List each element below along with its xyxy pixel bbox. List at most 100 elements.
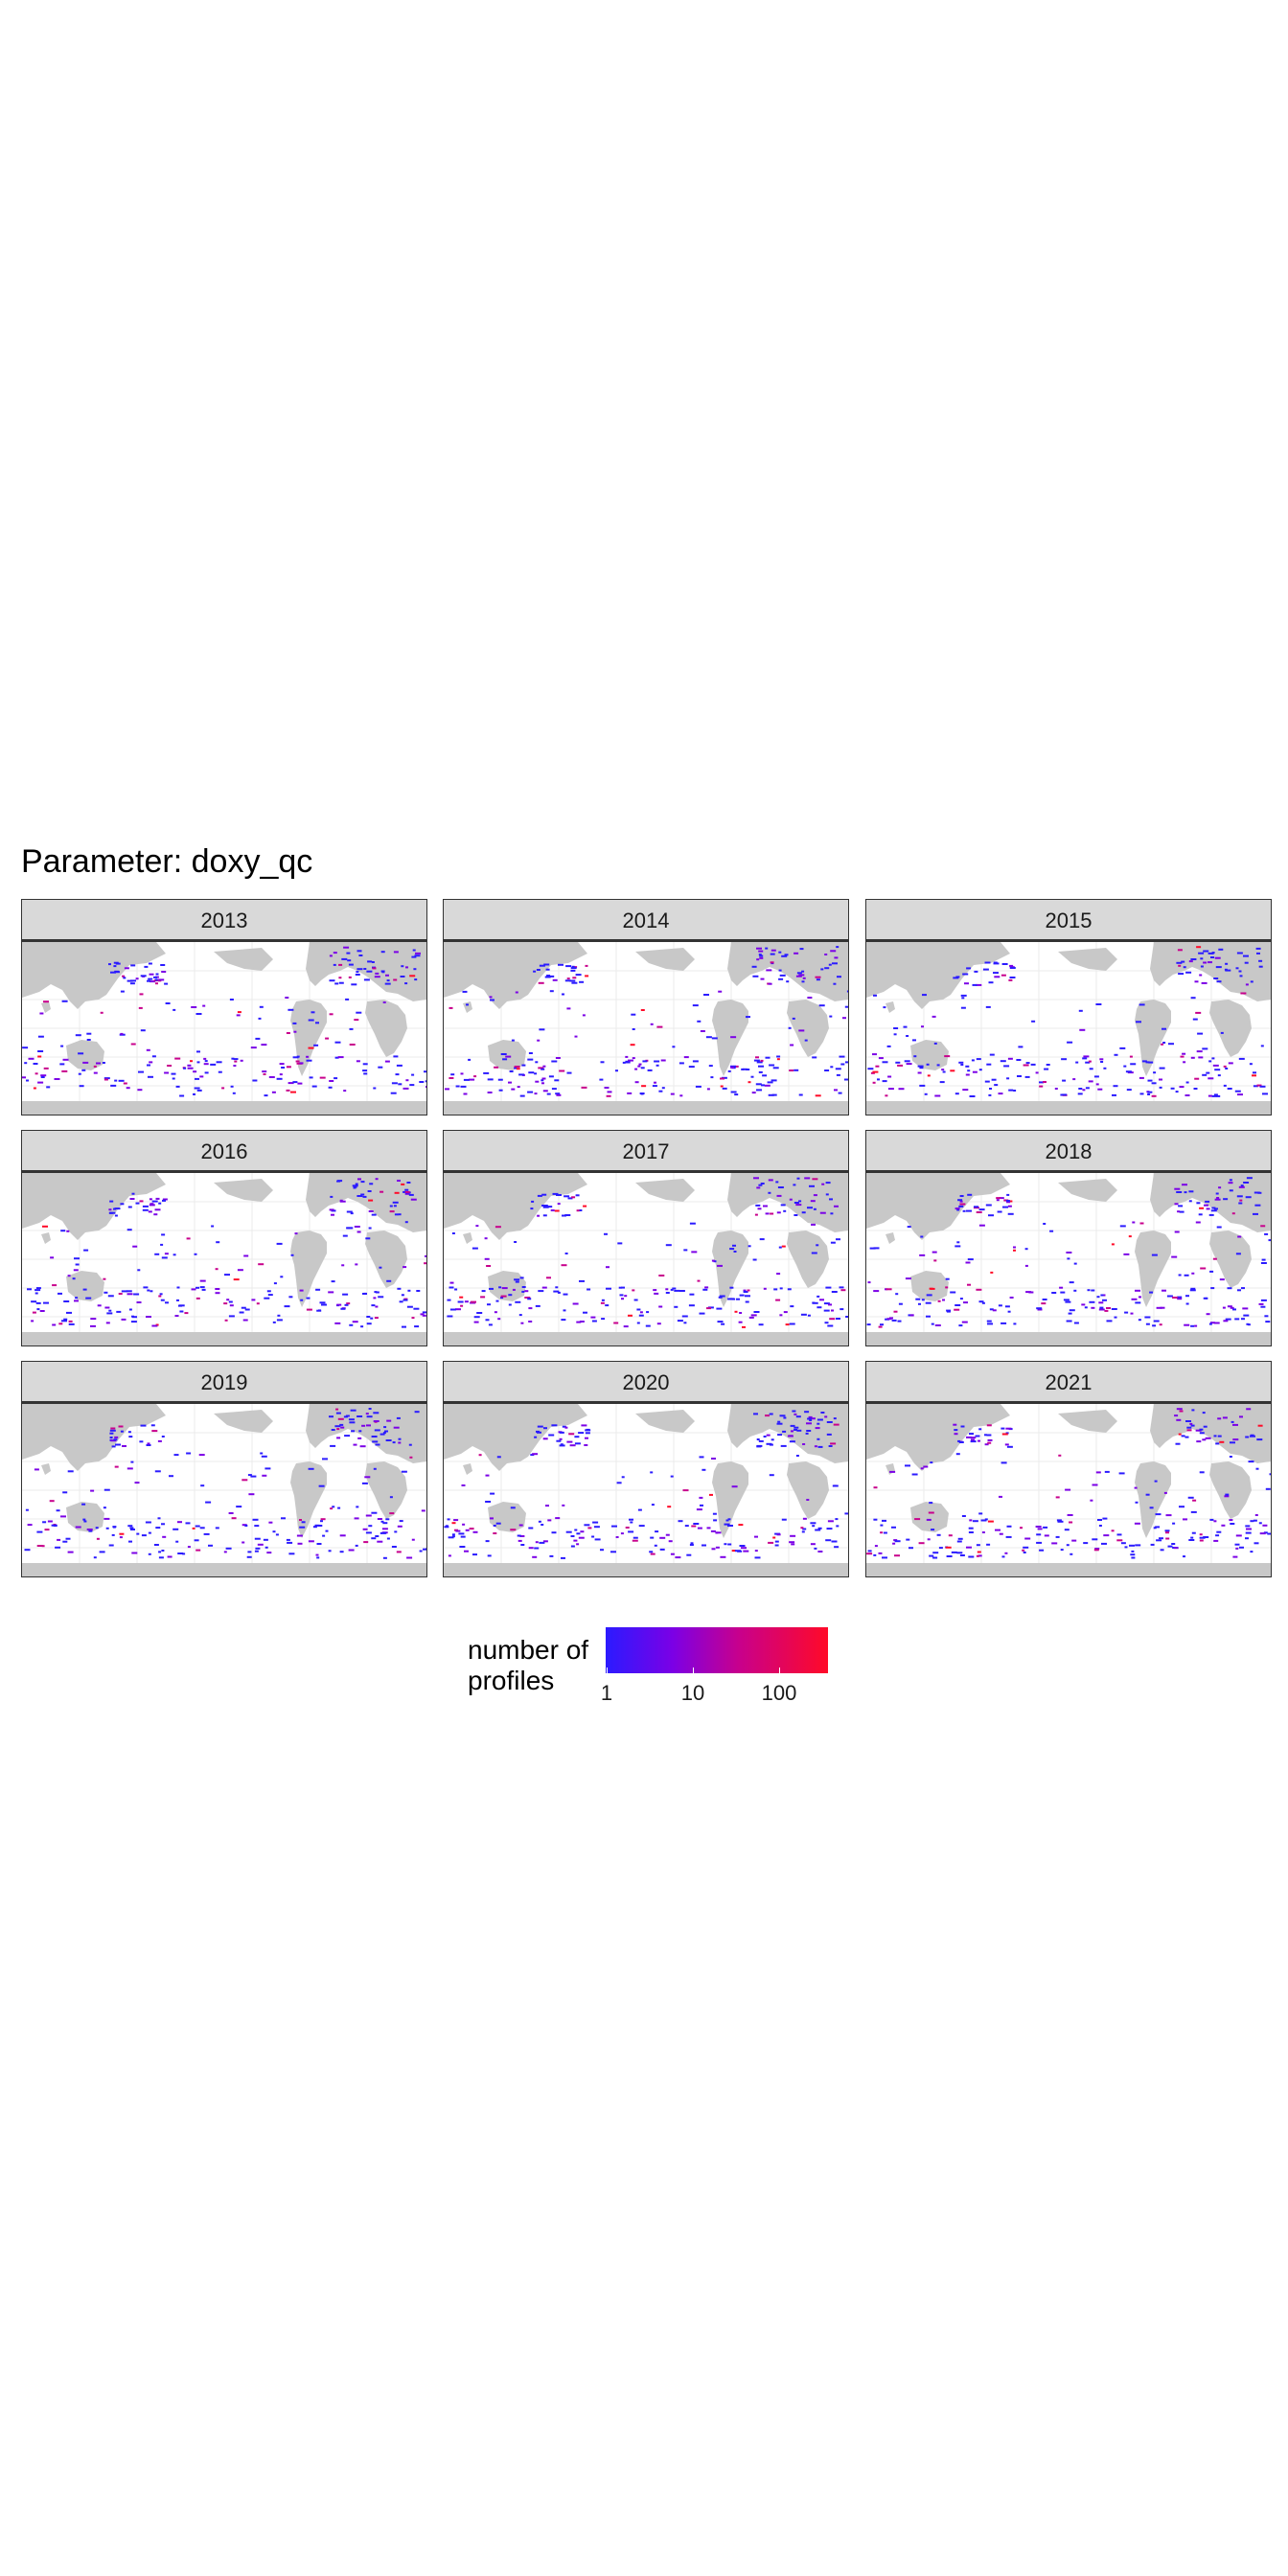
profile-cell xyxy=(1088,1080,1093,1083)
profile-cell xyxy=(1238,1057,1245,1060)
profile-cell xyxy=(1230,1441,1235,1444)
profile-cell xyxy=(276,1077,283,1080)
profile-cell xyxy=(1195,1429,1202,1432)
profile-cell xyxy=(325,1037,330,1040)
land xyxy=(712,1230,748,1307)
profile-cell xyxy=(885,1094,888,1097)
profile-cell xyxy=(953,1423,957,1426)
profile-cell xyxy=(259,1005,264,1008)
profile-cell xyxy=(1044,1534,1049,1537)
profile-cell xyxy=(329,979,335,982)
profile-cell xyxy=(1229,1189,1233,1192)
profile-cell xyxy=(465,1529,470,1531)
facet-strip: 2015 xyxy=(865,899,1272,941)
profile-cell xyxy=(460,1535,466,1538)
profile-cell xyxy=(130,964,136,967)
profile-cell xyxy=(55,1546,61,1549)
profile-cell xyxy=(1190,997,1196,1000)
profile-cell xyxy=(264,1297,270,1300)
profile-cell xyxy=(183,1067,187,1070)
profile-cell xyxy=(262,1070,267,1073)
profile-cell xyxy=(350,1409,356,1412)
profile-cell xyxy=(551,1088,557,1091)
profile-cell xyxy=(1203,950,1209,953)
profile-cell xyxy=(160,1299,165,1301)
profile-cell xyxy=(484,1237,488,1240)
profile-cell xyxy=(583,1311,587,1314)
profile-cell xyxy=(1144,1316,1151,1319)
profile-cell xyxy=(1131,1298,1138,1300)
profile-cell xyxy=(552,1192,559,1195)
profile-cell xyxy=(490,1517,494,1520)
profile-cell xyxy=(981,1531,985,1533)
profile-cell xyxy=(1128,1235,1132,1238)
profile-cell xyxy=(165,1301,169,1304)
profile-cell xyxy=(921,1299,925,1301)
profile-cell xyxy=(564,1253,568,1254)
profile-cell xyxy=(268,1521,273,1524)
profile-cell xyxy=(1124,1311,1129,1314)
profile-cell xyxy=(161,1256,168,1259)
profile-cell xyxy=(24,1549,31,1552)
profile-cell xyxy=(565,965,572,968)
profile-cell xyxy=(1208,1322,1212,1325)
profile-cell xyxy=(967,1258,974,1261)
profile-cell xyxy=(639,1092,645,1094)
profile-cell xyxy=(1241,1287,1245,1290)
profile-cell xyxy=(906,1063,912,1066)
profile-cell xyxy=(760,978,765,980)
profile-cell xyxy=(623,1325,629,1328)
profile-cell xyxy=(1114,1316,1117,1319)
land xyxy=(22,1404,166,1471)
profile-cell xyxy=(839,1055,845,1058)
profile-cell xyxy=(67,1275,71,1277)
profile-cell xyxy=(824,1415,828,1418)
profile-cell xyxy=(360,1193,365,1196)
profile-cell xyxy=(625,1061,631,1064)
profile-cell xyxy=(244,1525,248,1527)
profile-cell xyxy=(1190,1536,1194,1539)
profile-cell xyxy=(1213,1520,1217,1523)
profile-cell xyxy=(153,1213,158,1216)
profile-cell xyxy=(460,1085,467,1088)
profile-cell xyxy=(60,1045,64,1047)
profile-cell xyxy=(1185,1420,1191,1422)
profile-cell xyxy=(372,967,377,970)
profile-cell xyxy=(833,1423,840,1426)
profile-cell xyxy=(1003,1065,1010,1068)
profile-cell xyxy=(960,1425,965,1428)
profile-cell xyxy=(97,1304,102,1307)
profile-cell xyxy=(1035,1071,1039,1074)
profile-cell xyxy=(632,1028,635,1030)
profile-cell xyxy=(753,1059,760,1062)
profile-cell xyxy=(280,1276,284,1278)
profile-cell xyxy=(1241,1318,1245,1321)
profile-cell xyxy=(795,975,802,978)
profile-cell xyxy=(108,1208,112,1211)
profile-cell xyxy=(451,1535,455,1538)
profile-cell xyxy=(813,1194,817,1197)
profile-cell xyxy=(976,1554,979,1557)
profile-cell xyxy=(135,1202,140,1205)
profile-cell xyxy=(353,1443,357,1446)
profile-cell xyxy=(1069,1521,1073,1524)
profile-cell xyxy=(243,1254,249,1257)
profile-cell xyxy=(157,1517,161,1520)
profile-cell xyxy=(566,1440,573,1443)
profile-cell xyxy=(136,1532,140,1535)
profile-cell xyxy=(294,1232,298,1235)
profile-cell xyxy=(444,1526,449,1529)
profile-cell xyxy=(869,1247,876,1250)
profile-cell xyxy=(621,1298,624,1300)
profile-cell xyxy=(1083,1055,1090,1058)
profile-cell xyxy=(994,1084,999,1087)
profile-cell xyxy=(165,1002,171,1004)
profile-cell xyxy=(1039,1085,1044,1088)
profile-cell xyxy=(970,1440,977,1443)
profile-cell xyxy=(315,1022,319,1024)
profile-cell xyxy=(776,1211,781,1214)
profile-cell xyxy=(110,971,116,974)
profile-cell xyxy=(535,1061,539,1064)
profile-cell xyxy=(404,982,408,985)
profile-cell xyxy=(1208,952,1214,954)
